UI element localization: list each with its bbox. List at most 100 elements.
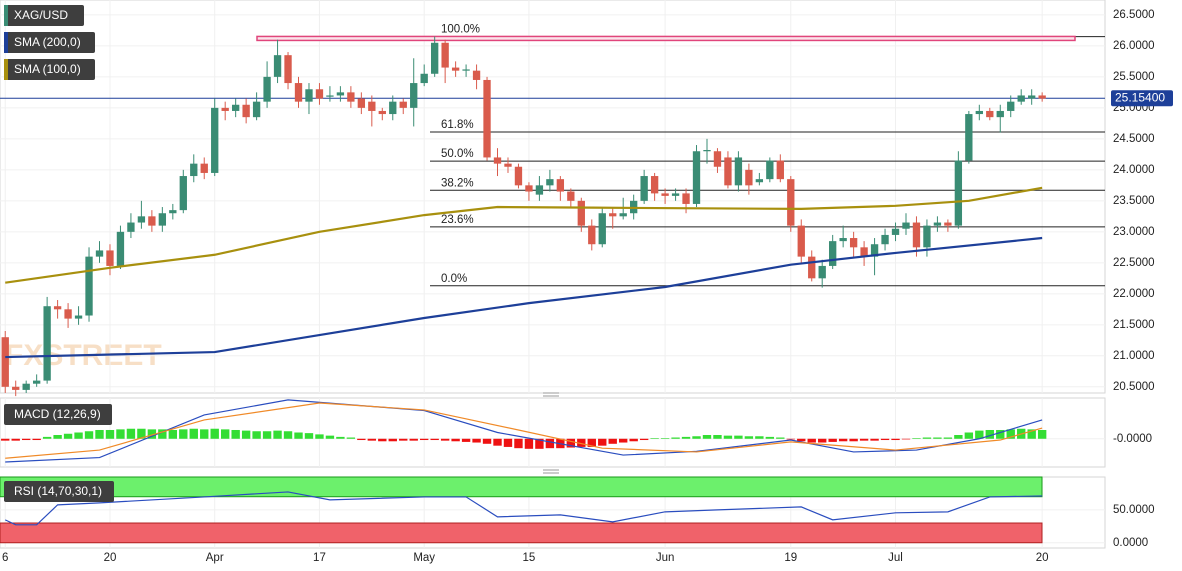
macd-histogram-bar [420,438,429,441]
x-tick-label: Jun [656,552,675,564]
panel-handle [543,392,559,474]
candle-body [53,306,62,310]
macd-histogram-bar [84,431,94,439]
candle-body [713,151,722,167]
macd-histogram-bar [179,429,188,439]
indicator-line [4,491,1043,526]
macd-histogram-bar [1006,429,1015,439]
macd-histogram-bar [399,438,408,441]
macd-histogram-bar [587,438,596,447]
candle-body [650,176,659,194]
macd-histogram-bar [891,438,900,441]
macd-histogram-bar [776,437,785,439]
candle-body [944,222,952,226]
candle-body [389,101,397,115]
macd-histogram-bar [964,432,974,439]
macd-histogram-bar [493,438,502,446]
candle-body [734,157,743,186]
macd-histogram-bar [11,438,20,441]
x-tick-label: Apr [206,552,224,564]
macd-histogram-bar [241,430,251,439]
macd-histogram-bar [461,438,471,442]
macd-histogram-bar [619,438,628,443]
y-tick-label: 24.5000 [1113,133,1155,145]
indicator-line [5,236,1043,359]
macd-histogram-bar [807,438,816,443]
macd-histogram-bar [723,435,733,439]
candle-body [399,101,407,108]
candle-body [881,234,889,245]
legend-swatch [4,59,8,80]
indicator-line [5,186,1043,284]
macd-histogram-bar [304,433,314,439]
fib-label: 100.0% [441,24,480,36]
candle-body [242,104,250,118]
candle-body [755,179,764,183]
macd-histogram-bar [252,431,261,439]
candle-body [745,169,753,186]
candle-body [64,309,72,319]
y-tick-label: 22.5000 [1113,257,1155,269]
macd-histogram-bar [378,438,387,442]
macd-histogram-bar [901,438,911,440]
candle-body [169,210,177,214]
macd-histogram-bar [545,438,555,449]
macd-histogram-bar [660,438,670,439]
candle-body [200,163,208,173]
macd-histogram-bar [996,429,1005,439]
candle-body [420,73,428,84]
candle-body [860,247,868,257]
y-tick-label: 26.5000 [1113,9,1155,21]
legend-label: RSI (14,70,30,1) [14,484,102,498]
macd-histogram-bar [629,438,638,442]
macd-histogram-bar [912,438,921,439]
candle-body [975,110,983,115]
macd-histogram-bar [503,438,513,447]
candle-body [818,265,826,279]
candle-body [598,213,606,245]
candle-body [703,150,711,152]
macd-histogram-bar [1027,429,1036,439]
candle-body [514,166,523,186]
candle-body [640,176,648,201]
candle-body [211,107,219,173]
main-panel [0,0,1106,394]
legend-label: XAG/USD [14,8,68,22]
macd-histogram-bar [482,438,492,444]
candle-body [1007,101,1015,111]
macd-histogram-bar [755,436,764,439]
candle-body [116,231,125,266]
candle-body [724,157,732,186]
y-tick-label: 50.0000 [1113,504,1155,516]
candle-body [263,76,271,102]
y-tick-label: 24.0000 [1113,164,1155,176]
y-tick-label: 23.5000 [1113,195,1155,207]
candle-body [378,110,386,115]
candle-body [158,213,167,226]
legend-swatch [4,5,8,26]
macd-histogram-bar [357,438,366,441]
candle-body [493,157,502,164]
y-tick-label: 20.5000 [1113,381,1155,393]
macd-histogram-bar [283,431,293,439]
candle-body [462,69,470,71]
candle-body [22,383,30,390]
macd-histogram-bar [734,435,743,439]
legend-label: MACD (12,26,9) [14,407,101,421]
macd-histogram-bar [262,431,272,439]
candle-body [787,179,795,226]
macd-histogram-bar [598,438,607,446]
candle-body [252,101,261,118]
fib-label: 50.0% [441,148,474,160]
candle-body [483,79,491,158]
macd-histogram-bar [859,438,869,441]
last-price-box [1111,90,1173,107]
candle-body [43,306,51,381]
y-tick-label: 21.0000 [1113,350,1155,362]
macd-histogram-bar [818,438,827,443]
macd-histogram-bar [1,438,10,441]
macd-histogram-bar [975,430,984,439]
macd-histogram-bar [744,436,754,439]
candle-body [305,89,313,102]
macd-histogram-bar [713,435,722,439]
